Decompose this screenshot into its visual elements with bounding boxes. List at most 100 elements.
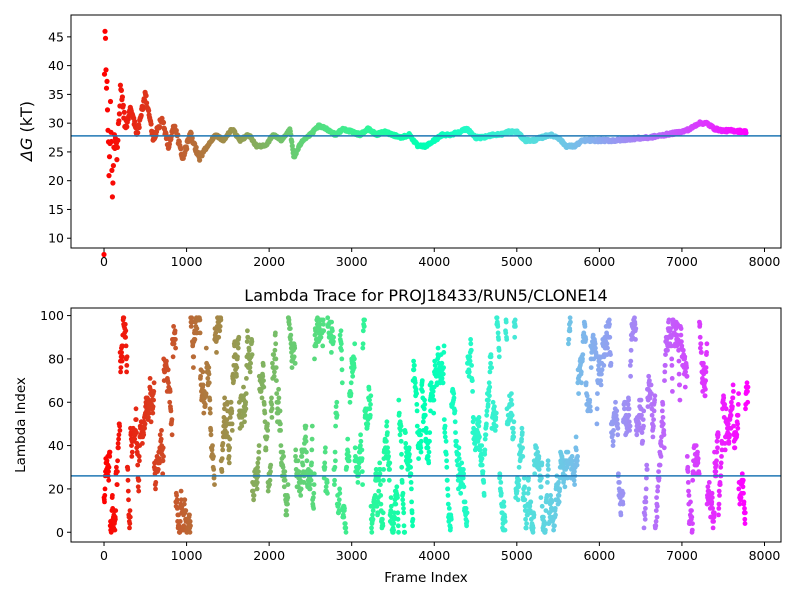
lambda-point (620, 490, 626, 496)
dg-point (115, 137, 121, 143)
y-tick-label: 20 (48, 481, 64, 496)
lambda-point (366, 386, 372, 392)
lambda-point (522, 497, 528, 503)
x-tick-label: 2000 (253, 254, 285, 269)
lambda-point (288, 337, 293, 342)
lambda-point (323, 445, 328, 451)
lambda-point (133, 417, 139, 422)
lambda-point (496, 347, 502, 353)
lambda-point (435, 345, 441, 351)
lambda-point (332, 482, 337, 487)
lambda-point (226, 454, 232, 459)
lambda-point (385, 445, 390, 451)
dg-point (188, 130, 194, 136)
lambda-point (726, 441, 732, 446)
lambda-point (278, 443, 284, 448)
lambda-point (580, 352, 586, 357)
lambda-point (573, 447, 579, 453)
lambda-point (281, 454, 286, 459)
lambda-point (565, 449, 571, 455)
lambda-point (135, 462, 141, 468)
lambda-point (386, 454, 391, 459)
lambda-point (742, 510, 748, 516)
lambda-point (432, 363, 438, 368)
dg-point (107, 98, 114, 105)
lambda-point (270, 360, 275, 366)
lambda-point (740, 484, 746, 490)
lambda-point (656, 475, 662, 481)
lambda-point (355, 480, 361, 485)
lambda-point (280, 449, 286, 455)
lambda-point (388, 503, 394, 509)
lambda-point (523, 525, 529, 531)
lambda-point (339, 356, 345, 362)
lambda-point (626, 397, 631, 403)
lambda-point (341, 514, 347, 520)
lambda-point (336, 501, 342, 507)
dg-y-axis-symbol: ΔG (17, 138, 36, 163)
lambda-point (271, 373, 277, 379)
dg-point (101, 251, 107, 258)
lambda-point (479, 443, 485, 448)
lambda-point (265, 428, 271, 433)
x-tick-label: 5000 (501, 548, 533, 563)
dg-point (117, 82, 123, 88)
lambda-point (661, 432, 667, 438)
lambda-point (682, 354, 688, 360)
lambda-point (422, 412, 428, 418)
lambda-point (717, 482, 723, 487)
lambda-point (127, 525, 132, 531)
lambda-point (317, 321, 323, 327)
lambda-point (526, 486, 532, 492)
lambda-point (136, 454, 142, 459)
lambda-point (742, 521, 748, 526)
lambda-point (643, 495, 649, 500)
lambda-point (716, 512, 721, 518)
lambda-point (569, 458, 575, 464)
lambda-point (632, 321, 638, 327)
lambda-point (413, 386, 419, 392)
lambda-point (187, 529, 193, 535)
lambda-point (565, 475, 570, 481)
lambda-point (651, 408, 657, 414)
dg-x-ticks: 0 1000 2000 3000 4000 5000 6000 7000 8000 (100, 248, 780, 269)
lambda-point (679, 339, 684, 344)
lambda-point (616, 471, 621, 477)
lambda-point (583, 337, 589, 342)
lambda-point (636, 421, 642, 427)
lambda-point (116, 432, 122, 438)
lambda-point (407, 451, 412, 457)
dg-y-axis-unit: (kT) (17, 101, 36, 138)
lambda-point (458, 490, 464, 496)
lambda-point (124, 354, 130, 360)
lambda-point (325, 315, 331, 321)
lambda-point (487, 393, 492, 399)
lambda-point (380, 510, 386, 516)
lambda-point (625, 402, 631, 407)
lambda-point (598, 382, 604, 388)
lambda-point (649, 412, 655, 418)
lambda-point (321, 328, 327, 334)
lambda-points (101, 315, 751, 535)
lambda-point (670, 389, 675, 394)
dg-point (172, 123, 178, 129)
lambda-point (309, 460, 314, 466)
lambda-point (234, 373, 239, 379)
dg-point (289, 139, 295, 145)
lambda-point (574, 458, 580, 464)
lambda-point (300, 462, 306, 468)
lambda-point (739, 471, 745, 477)
y-tick-label: 0 (56, 525, 64, 540)
dg-point (160, 119, 167, 126)
lambda-point (187, 512, 192, 518)
lambda-point (194, 326, 200, 331)
lambda-point (526, 475, 531, 481)
lambda-point (730, 395, 736, 401)
lambda-point (188, 523, 193, 529)
lambda-point (524, 521, 529, 526)
lambda-point (632, 315, 637, 321)
lambda-point (120, 343, 125, 349)
lambda-point (198, 373, 204, 379)
lambda-point (153, 486, 158, 492)
lambda-point (495, 330, 501, 336)
